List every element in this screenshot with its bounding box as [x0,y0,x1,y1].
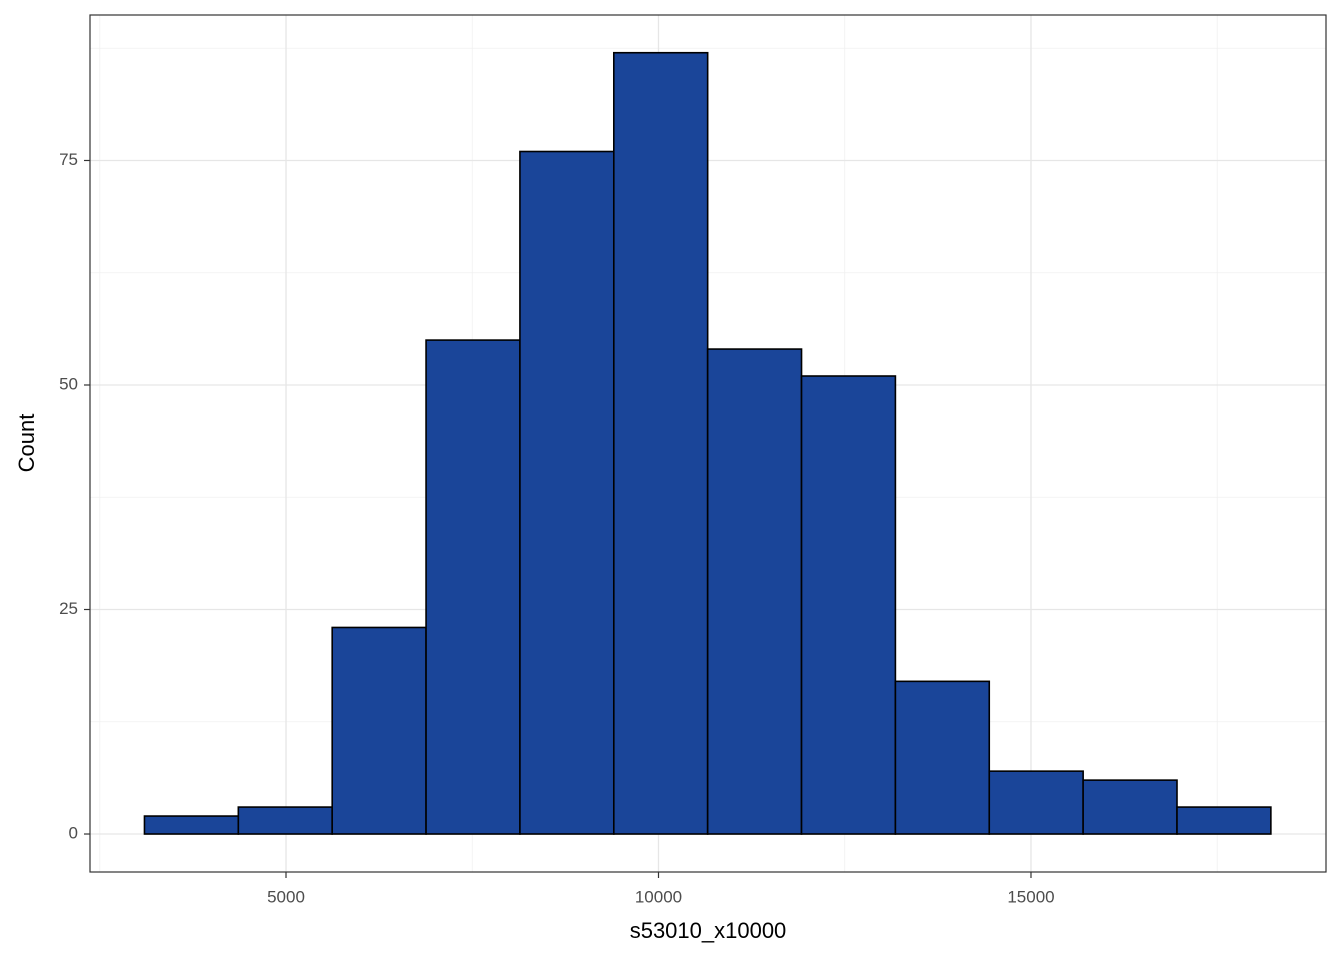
y-tick-label: 50 [59,374,78,393]
x-tick-label: 5000 [267,887,305,906]
y-tick-label: 75 [59,150,78,169]
y-tick-label: 25 [59,599,78,618]
bar [519,150,615,835]
bar [706,348,803,835]
bar [988,770,1084,835]
axes: 5000 10000 15000 0 25 50 75 [59,150,1055,907]
bar [237,806,333,835]
bar [800,375,897,835]
bar [894,680,991,835]
bar [1176,806,1272,835]
panel-border [89,14,1327,873]
bar [1082,779,1178,835]
x-tick-label: 10000 [635,887,682,906]
x-tick-label: 15000 [1007,887,1054,906]
y-tick-label: 0 [69,823,78,842]
bar [143,815,240,835]
bar [425,339,521,835]
y-axis-title: Count [14,414,39,473]
bar [612,51,709,835]
bar [331,626,427,835]
x-axis-title: s53010_x10000 [630,918,787,943]
bars [143,51,1272,835]
